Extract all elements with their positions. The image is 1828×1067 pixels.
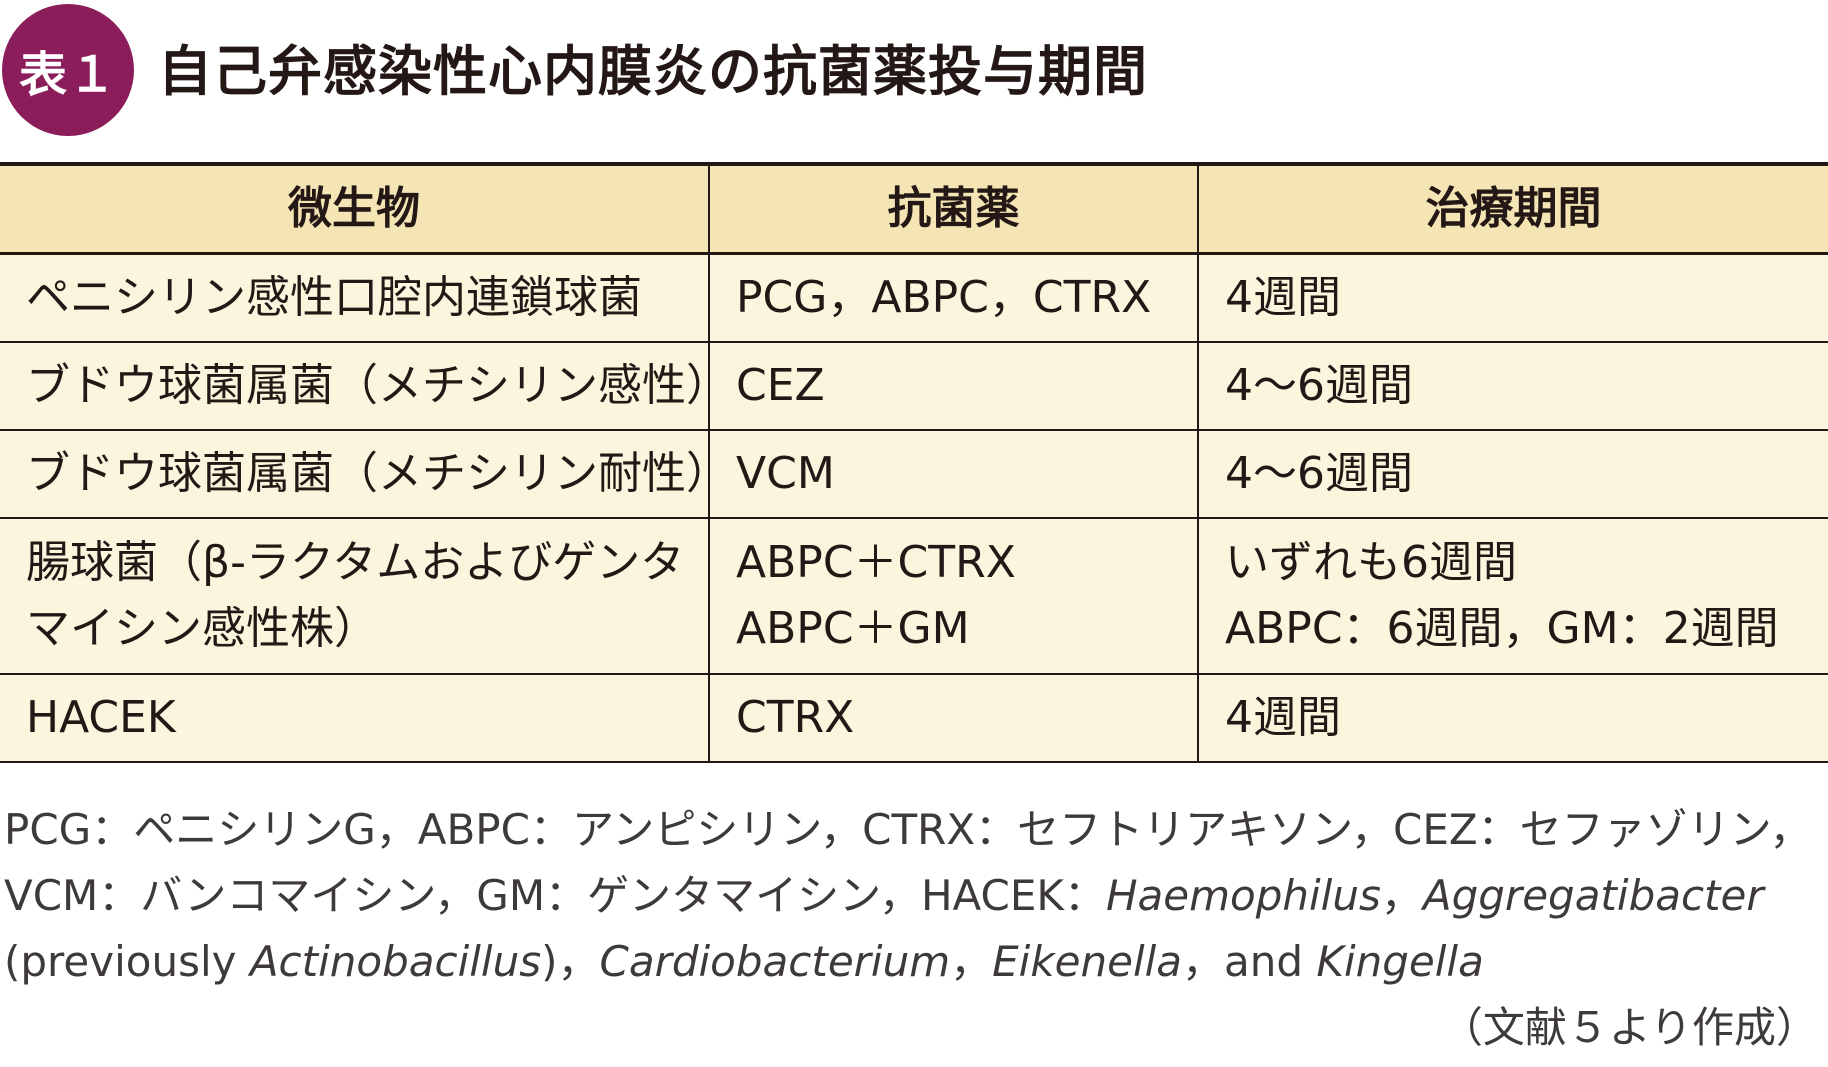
antibiotic-cell: CEZ: [708, 341, 1199, 431]
duration-text: 4週間: [1225, 272, 1341, 323]
header: 表１ 自己弁感染性心内膜炎の抗菌薬投与期間: [0, 0, 1828, 150]
note-separator: ，: [1380, 871, 1423, 920]
note-genus-eikenella: Eikenella: [992, 937, 1183, 986]
duration-cell: いずれも6週間 ABPC：6週間，GM：2週間: [1197, 517, 1828, 675]
note-line-1: PCG：ペニシリンG，ABPC：アンピシリン，CTRX：セフトリアキソン，CEZ…: [4, 797, 1826, 863]
antibiotic-text: PCG，ABPC，CTRX: [736, 272, 1152, 323]
note-genus-kingella: Kingella: [1316, 937, 1484, 986]
antibiotic-cell: CTRX: [708, 673, 1199, 763]
duration-cell: 4～6週間: [1197, 341, 1828, 431]
note-genus-haemophilus: Haemophilus: [1105, 871, 1381, 920]
organism-text: ブドウ球菌属菌（メチシリン耐性）: [26, 448, 709, 499]
duration-cell: 4週間: [1197, 673, 1828, 763]
antibiotic-text-line-1: ABPC＋CTRX: [736, 537, 1016, 588]
note-genus-actinobacillus: Actinobacillus: [249, 937, 542, 986]
note-line-3: (previously Actinobacillus)，Cardiobacter…: [4, 929, 1826, 995]
duration-text: 4週間: [1225, 692, 1341, 743]
page-title: 自己弁感染性心内膜炎の抗菌薬投与期間: [158, 40, 1148, 103]
table-row: 腸球菌（β-ラクタムおよびゲンタ マイシン感性株） ABPC＋CTRX ABPC…: [0, 517, 1828, 675]
duration-cell: 4週間: [1197, 252, 1828, 343]
note-text: ，and: [1182, 937, 1317, 986]
source-citation: （文献５より作成）: [1440, 1003, 1818, 1052]
antibiotic-text: CTRX: [736, 692, 855, 743]
duration-text: 4～6週間: [1225, 448, 1413, 499]
organism-cell: ブドウ球菌属菌（メチシリン感性）: [0, 341, 710, 431]
organism-text: ブドウ球菌属菌（メチシリン感性）: [26, 360, 709, 411]
duration-text: 4～6週間: [1225, 360, 1413, 411]
column-header-organism: 微生物: [0, 163, 710, 255]
antibiotic-text: CEZ: [736, 360, 825, 411]
note-separator: ，: [950, 937, 993, 986]
note-line-2: VCM：バンコマイシン，GM：ゲンタマイシン，HACEK：Haemophilus…: [4, 863, 1826, 929]
organism-text-line-2: マイシン感性株）: [26, 603, 378, 654]
table-row: ペニシリン感性口腔内連鎖球菌 PCG，ABPC，CTRX 4週間: [0, 252, 1828, 343]
note-genus-aggregatibacter: Aggregatibacter: [1422, 871, 1764, 920]
antibiotic-cell: PCG，ABPC，CTRX: [708, 252, 1199, 343]
organism-text-line-1: 腸球菌（β-ラクタムおよびゲンタ: [26, 537, 685, 588]
note-genus-cardiobacterium: Cardiobacterium: [599, 937, 951, 986]
note-separator: )，: [541, 937, 600, 986]
antibiotic-text: VCM: [736, 448, 835, 499]
table-number-badge: 表１: [2, 4, 134, 136]
table-row: HACEK CTRX 4週間: [0, 673, 1828, 763]
antibiotic-cell: VCM: [708, 429, 1199, 519]
table-row: ブドウ球菌属菌（メチシリン耐性） VCM 4～6週間: [0, 429, 1828, 519]
note-text: (previously: [4, 937, 250, 986]
organism-text: ペニシリン感性口腔内連鎖球菌: [26, 272, 642, 323]
duration-cell: 4～6週間: [1197, 429, 1828, 519]
table-row: ブドウ球菌属菌（メチシリン感性） CEZ 4～6週間: [0, 341, 1828, 431]
organism-cell: ブドウ球菌属菌（メチシリン耐性）: [0, 429, 710, 519]
organism-cell: HACEK: [0, 673, 710, 763]
antibiotic-duration-table-wrapper: 微生物 抗菌薬 治療期間 ペニシリン感性口腔内連鎖球菌 PCG，ABPC，CTR…: [0, 162, 1828, 763]
table-header-row: 微生物 抗菌薬 治療期間: [0, 163, 1828, 255]
antibiotic-cell: ABPC＋CTRX ABPC＋GM: [708, 517, 1199, 675]
note-text: VCM：バンコマイシン，GM：ゲンタマイシン，HACEK：: [4, 871, 1106, 920]
abbreviation-notes: PCG：ペニシリンG，ABPC：アンピシリン，CTRX：セフトリアキソン，CEZ…: [4, 797, 1826, 995]
antibiotic-duration-table: 微生物 抗菌薬 治療期間 ペニシリン感性口腔内連鎖球菌 PCG，ABPC，CTR…: [0, 162, 1828, 763]
note-text: PCG：ペニシリンG，ABPC：アンピシリン，CTRX：セフトリアキソン，CEZ…: [4, 805, 1812, 854]
organism-cell: ペニシリン感性口腔内連鎖球菌: [0, 252, 710, 343]
column-header-duration: 治療期間: [1197, 163, 1828, 255]
duration-text-line-1: いずれも6週間: [1225, 537, 1517, 588]
antibiotic-text-line-2: ABPC＋GM: [736, 603, 970, 654]
organism-cell: 腸球菌（β-ラクタムおよびゲンタ マイシン感性株）: [0, 517, 710, 675]
organism-text: HACEK: [26, 692, 176, 743]
column-header-antibiotic: 抗菌薬: [708, 163, 1199, 255]
duration-text-line-2: ABPC：6週間，GM：2週間: [1225, 603, 1779, 654]
